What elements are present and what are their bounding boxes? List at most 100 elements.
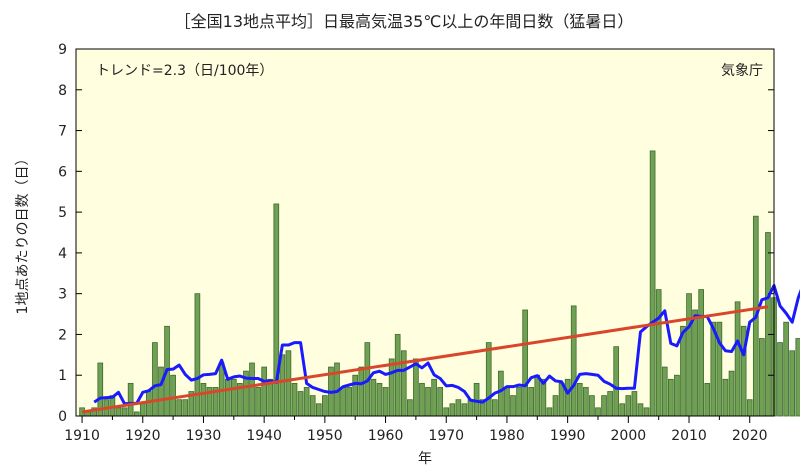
bar-1955 <box>352 374 359 417</box>
bar-1984 <box>528 387 535 417</box>
bar-1985 <box>534 374 541 417</box>
bar-1923 <box>158 366 164 417</box>
bar-2005 <box>655 289 662 417</box>
bar-1971 <box>449 403 456 417</box>
y-tick-label: 0 <box>58 409 67 425</box>
bar-1989 <box>558 382 565 417</box>
bar-1927 <box>182 399 189 417</box>
bar-2027 <box>789 350 796 417</box>
bar-1992 <box>576 382 583 417</box>
trend-annotation: トレンド=2.3（日/100年） <box>96 63 273 79</box>
bar-1978 <box>491 399 498 417</box>
bar-2020 <box>746 399 753 417</box>
bar-2028 <box>795 338 800 417</box>
x-tick-label: 2010 <box>671 428 707 444</box>
chart-title: ［全国13地点平均］日最高気温35℃以上の年間日数（猛暑日） <box>175 12 634 31</box>
bar-1949 <box>315 403 322 417</box>
bar-1990 <box>564 378 571 417</box>
bar-2002 <box>637 403 644 417</box>
bar-1995 <box>595 407 601 417</box>
bar-1965 <box>413 358 419 417</box>
bar-1968 <box>431 378 437 417</box>
bar-1950 <box>322 395 328 417</box>
y-tick-label: 1 <box>58 368 67 384</box>
bar-1925 <box>170 374 176 417</box>
source-label: 気象庁 <box>721 63 763 79</box>
bar-1983 <box>522 309 528 417</box>
bar-2007 <box>667 378 674 417</box>
y-tick-label: 2 <box>58 327 67 343</box>
bar-2016 <box>722 378 729 417</box>
bar-2013 <box>704 382 711 417</box>
bar-2010 <box>686 293 692 417</box>
bar-1926 <box>176 399 183 417</box>
bar-1917 <box>121 407 128 417</box>
bar-1954 <box>346 387 352 417</box>
bar-1920 <box>139 403 146 417</box>
bar-1988 <box>552 395 559 417</box>
bar-2003 <box>643 407 650 417</box>
x-tick-label: 2020 <box>732 428 768 444</box>
bars <box>79 150 800 417</box>
bar-1993 <box>583 387 589 417</box>
plot-area <box>75 48 775 417</box>
bar-1916 <box>115 407 122 417</box>
x-tick-label: 1960 <box>368 428 404 444</box>
bar-1974 <box>467 399 474 417</box>
bar-1970 <box>443 407 450 417</box>
bar-1953 <box>340 387 346 417</box>
bar-2008 <box>674 374 680 417</box>
bar-1981 <box>510 395 516 417</box>
x-axis-title: 年 <box>418 451 432 467</box>
x-tick-label: 1970 <box>428 428 464 444</box>
bar-1980 <box>504 387 510 417</box>
bar-2025 <box>777 342 783 417</box>
bar-1960 <box>382 387 389 417</box>
bar-1947 <box>303 387 310 417</box>
x-tick-label: 1910 <box>64 428 100 444</box>
bar-1959 <box>376 382 383 417</box>
bar-2014 <box>710 321 717 417</box>
x-tick-label: 1980 <box>489 428 525 444</box>
bar-1962 <box>394 334 401 417</box>
bar-2018 <box>734 301 741 417</box>
bar-2026 <box>783 321 789 417</box>
y-axis-title: 1地点あたりの日数（日） <box>15 152 31 315</box>
bar-1967 <box>425 387 431 417</box>
y-tick-label: 7 <box>58 124 67 140</box>
bar-2000 <box>625 395 632 417</box>
x-tick-label: 1990 <box>550 428 586 444</box>
bar-1956 <box>358 366 365 417</box>
bar-2023 <box>765 232 771 417</box>
bar-2017 <box>728 370 735 417</box>
bar-1997 <box>607 391 613 417</box>
bar-1964 <box>406 399 413 417</box>
bar-1944 <box>285 350 292 417</box>
x-tick-label: 1920 <box>125 428 161 444</box>
bar-1996 <box>601 395 607 417</box>
bar-1958 <box>370 378 377 417</box>
bar-2022 <box>759 338 765 417</box>
bar-1930 <box>200 382 207 417</box>
bar-1919 <box>133 411 140 417</box>
bar-1934 <box>224 378 231 417</box>
bar-2001 <box>631 391 638 417</box>
x-axis: 1910 1920 1930 1940 1950 1960 1970 1980 1990 2000… <box>64 416 768 444</box>
bar-1994 <box>589 395 595 417</box>
trend-line <box>81 305 769 414</box>
bar-2012 <box>698 289 704 417</box>
y-tick-label: 6 <box>58 164 67 180</box>
bar-1922 <box>152 342 158 417</box>
bar-2004 <box>649 150 656 417</box>
y-tick-label: 5 <box>58 205 67 221</box>
bar-1998 <box>613 346 620 417</box>
bar-1918 <box>127 382 134 417</box>
bar-1977 <box>485 342 492 417</box>
bar-1963 <box>400 350 407 417</box>
plot-frame <box>75 48 775 417</box>
x-tick-label: 1940 <box>246 428 282 444</box>
y-tick-label: 3 <box>58 287 67 303</box>
bar-1921 <box>146 391 152 417</box>
bar-1966 <box>419 382 425 417</box>
